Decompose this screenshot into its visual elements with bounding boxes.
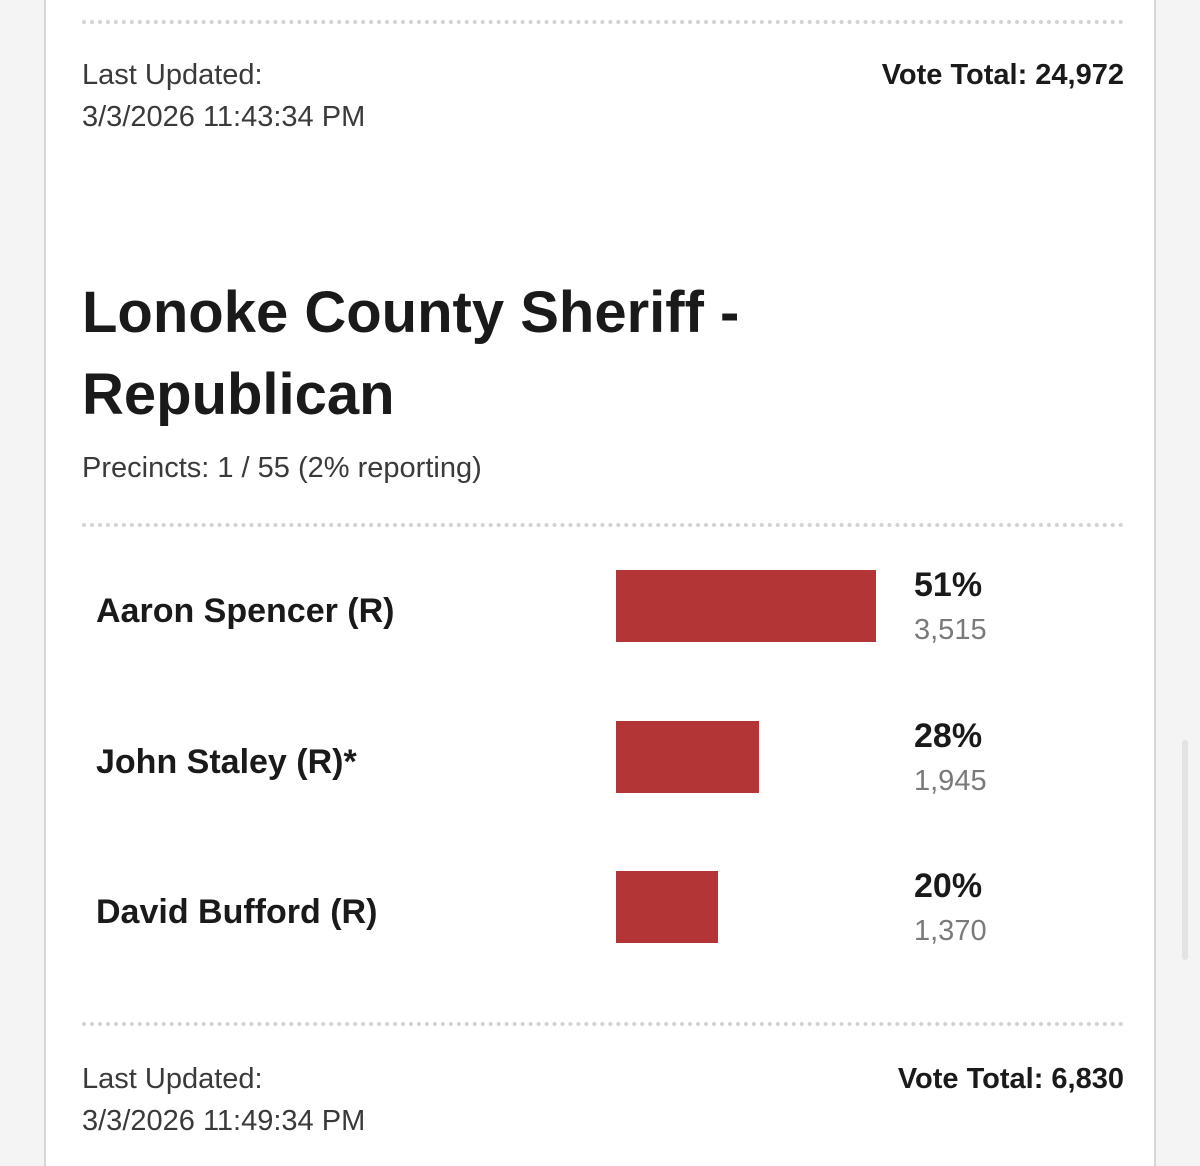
vote-bar [616,570,876,642]
divider-race [82,523,1124,527]
candidate-row: David Bufford (R) 20% 1,370 [82,867,1124,961]
last-updated-time: 3/3/2026 11:49:34 PM [82,1105,366,1137]
vote-total: Vote Total: 24,972 [881,59,1124,91]
candidate-percent: 28% [914,717,983,755]
divider-top [82,20,1124,24]
candidate-votes: 1,945 [914,765,987,797]
vote-bar [616,721,759,793]
last-updated-label: Last Updated: [82,1063,263,1095]
race-title-line2: Republican [82,362,395,427]
candidate-row: John Staley (R)* 28% 1,945 [82,717,1124,811]
candidate-name: John Staley (R)* [96,743,357,781]
last-updated-time: 3/3/2026 11:43:34 PM [82,101,366,133]
race-title-line1: Lonoke County Sheriff - [82,280,740,345]
vote-bar [616,871,718,943]
last-updated-label: Last Updated: [82,59,263,91]
results-card: Last Updated: 3/3/2026 11:43:34 PM Vote … [44,0,1156,1166]
top-meta: Last Updated: 3/3/2026 11:43:34 PM Vote … [82,54,1124,138]
vote-bar-track [616,871,966,943]
divider-bottom [82,1022,1124,1026]
candidate-name: David Bufford (R) [96,893,378,931]
precincts-reporting: Precincts: 1 / 55 (2% reporting) [82,452,482,484]
candidate-votes: 1,370 [914,915,987,947]
scrollbar[interactable] [1182,740,1188,960]
vote-bar-track [616,570,966,642]
vote-bar-track [616,721,966,793]
vote-total: Vote Total: 6,830 [897,1063,1124,1095]
candidate-row: Aaron Spencer (R) 51% 3,515 [82,566,1124,660]
candidate-percent: 51% [914,566,983,604]
race-title: Lonoke County Sheriff - Republican [82,272,982,436]
candidate-percent: 20% [914,867,983,905]
candidate-name: Aaron Spencer (R) [96,592,395,630]
bottom-meta: Last Updated: 3/3/2026 11:49:34 PM Vote … [82,1058,1124,1142]
candidate-votes: 3,515 [914,614,987,646]
